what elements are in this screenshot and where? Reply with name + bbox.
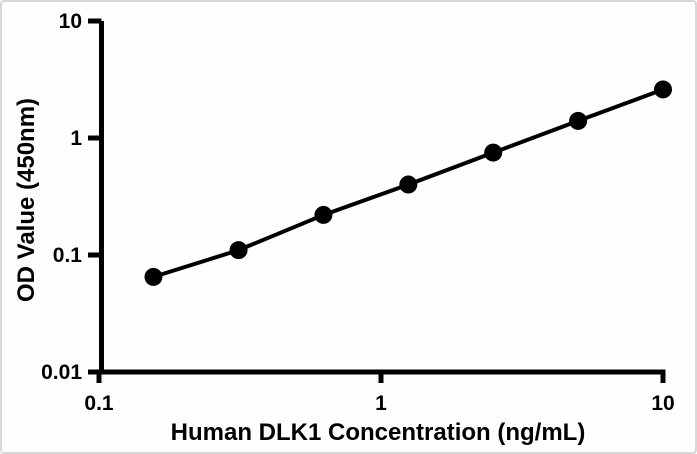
x-axis-title: Human DLK1 Concentration (ng/mL)	[171, 419, 586, 446]
y-tick-label: 10	[59, 10, 82, 33]
standard-curve-point	[654, 80, 672, 99]
standard-curve-point	[569, 111, 588, 130]
x-tick-label: 10	[651, 392, 674, 415]
x-tick-label: 1	[375, 392, 387, 415]
series-layer	[144, 80, 672, 286]
y-tick-label: 1	[70, 127, 82, 150]
y-tick-label: 0.01	[41, 361, 82, 384]
y-tick-label: 0.1	[53, 244, 83, 267]
x-tick-label: 0.1	[84, 392, 114, 415]
y-axis-title: OD Value (450nm)	[13, 98, 40, 302]
standard-curve-point	[314, 205, 333, 224]
standard-curve-point	[144, 267, 163, 286]
standard-curve-point	[229, 241, 248, 260]
standard-curve-point	[399, 175, 418, 194]
standard-curve-point	[484, 143, 503, 162]
